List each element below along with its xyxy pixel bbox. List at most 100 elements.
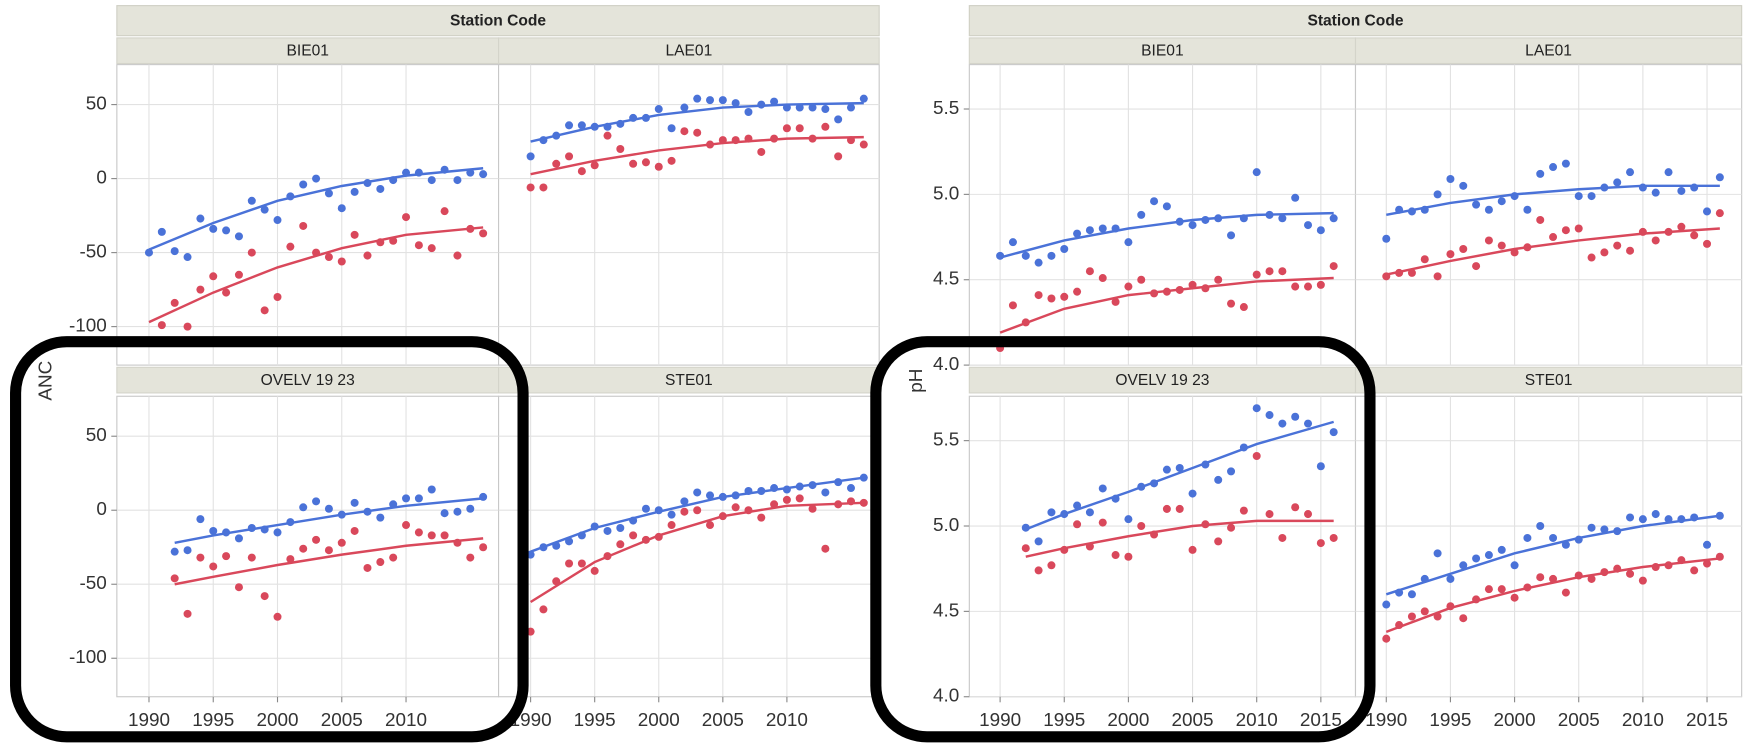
data-point [1188, 545, 1197, 554]
data-point [590, 566, 599, 575]
data-point [1420, 607, 1429, 616]
data-point [565, 121, 574, 130]
data-point [782, 485, 791, 494]
panel-title: LAE01 [665, 42, 712, 59]
data-point [1382, 234, 1391, 243]
data-point [273, 612, 282, 621]
data-point [453, 176, 462, 185]
facet-title: Station Code [1307, 12, 1403, 29]
data-point [1047, 251, 1056, 260]
data-point [1677, 222, 1686, 231]
data-point [1304, 510, 1313, 519]
data-point [1484, 236, 1493, 245]
data-point [209, 224, 218, 233]
data-point [808, 134, 817, 143]
data-point [1703, 540, 1712, 549]
data-point [821, 544, 830, 553]
data-point [1574, 571, 1583, 580]
data-point [1561, 588, 1570, 597]
data-point [427, 244, 436, 253]
data-point [1715, 209, 1724, 218]
data-point [1446, 574, 1455, 583]
data-point [1239, 443, 1248, 452]
data-point [616, 119, 625, 128]
data-point [1690, 183, 1699, 192]
x-tick-label: 2005 [1558, 710, 1600, 731]
data-point [1111, 297, 1120, 306]
data-point [1420, 255, 1429, 264]
data-point [1651, 236, 1660, 245]
data-point [1626, 168, 1635, 177]
data-point [565, 152, 574, 161]
panel-title: OVELV 19 23 [261, 372, 355, 389]
data-point [1098, 274, 1107, 283]
panel-frame [1354, 395, 1743, 698]
data-point [1459, 614, 1468, 623]
y-tick-label: 50 [86, 94, 107, 115]
x-tick-label: 2015 [1686, 710, 1728, 731]
data-point [1047, 508, 1056, 517]
data-point [183, 546, 192, 555]
data-point [1677, 556, 1686, 565]
panel: BIE01 4.0 4.5 5.0 5.5 [933, 37, 1357, 375]
data-point [1162, 504, 1171, 513]
data-point [1600, 525, 1609, 534]
data-point [1021, 318, 1030, 327]
data-point [1677, 515, 1686, 524]
data-point [1085, 508, 1094, 517]
data-point [1690, 231, 1699, 240]
data-point [859, 473, 868, 482]
data-point [996, 251, 1005, 260]
data-point [770, 500, 779, 509]
data-point [1150, 479, 1159, 488]
data-point [795, 482, 804, 491]
data-point [1484, 585, 1493, 594]
data-point [680, 127, 689, 136]
data-point [859, 94, 868, 103]
data-point [363, 563, 372, 572]
data-point [183, 322, 192, 331]
data-point [629, 531, 638, 540]
data-point [693, 128, 702, 137]
fit-line [1386, 184, 1720, 217]
data-point [1549, 533, 1558, 542]
data-point [1626, 513, 1635, 522]
data-point [1690, 513, 1699, 522]
panel-header [968, 366, 1357, 394]
data-point [1085, 267, 1094, 276]
data-point [157, 227, 166, 236]
data-point [1382, 600, 1391, 609]
data-point [427, 485, 436, 494]
data-point [526, 183, 535, 192]
data-point [312, 248, 321, 257]
data-point [1060, 510, 1069, 519]
data-point [706, 140, 715, 149]
data-point [1111, 494, 1120, 503]
data-point [1651, 510, 1660, 519]
data-point [1162, 465, 1171, 474]
panel: OVELV 19 23 4.0 4.5 5.0 5.5 1990 1995 2000 2005 2… [933, 366, 1357, 731]
data-point [1073, 520, 1082, 529]
data-point [1265, 267, 1274, 276]
data-point [414, 528, 423, 537]
data-point [234, 583, 243, 592]
data-point [654, 105, 663, 114]
panel: OVELV 19 23 -100 -50 0 50 1990 1995 2000 2005 201… [69, 366, 500, 731]
y-tick-label: 5.0 [933, 183, 959, 204]
data-point [1395, 205, 1404, 214]
data-point [1085, 226, 1094, 235]
data-point [1304, 419, 1313, 428]
y-tick-label: -100 [69, 316, 107, 337]
data-point [1124, 552, 1133, 561]
y-tick-label: 0 [96, 499, 107, 520]
data-point [260, 205, 269, 214]
data-point [1329, 533, 1338, 542]
data-point [641, 504, 650, 513]
data-point [1201, 460, 1210, 469]
data-point [1098, 518, 1107, 527]
data-point [1227, 299, 1236, 308]
data-point [1433, 549, 1442, 558]
data-point [324, 253, 333, 262]
y-tick-label: 0 [96, 168, 107, 189]
data-point [1613, 241, 1622, 250]
